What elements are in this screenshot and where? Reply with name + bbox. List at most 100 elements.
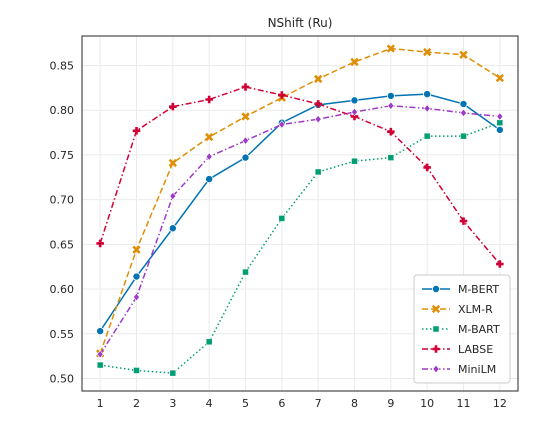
data-point: [241, 83, 250, 91]
data-point: [350, 96, 359, 105]
data-point: [242, 268, 249, 276]
series-line: [99, 47, 501, 354]
data-point: [205, 152, 213, 161]
chart-title: NShift (Ru): [268, 16, 333, 30]
x-tick-label: 8: [351, 397, 358, 410]
data-point: [423, 47, 432, 57]
y-tick-label: 0.60: [50, 283, 75, 296]
legend-marker: [431, 284, 440, 293]
series-m-bart: [96, 119, 504, 377]
legend-label: M-BART: [458, 323, 500, 336]
data-point: [350, 57, 359, 67]
x-tick-label: 3: [169, 397, 176, 410]
data-point: [496, 260, 504, 268]
legend-item: M-BART: [422, 323, 500, 336]
legend-item: XLM-R: [422, 303, 493, 316]
legend-box: [413, 274, 511, 384]
series-line: [99, 93, 501, 332]
data-point: [168, 224, 177, 233]
data-point: [460, 108, 467, 118]
data-point: [278, 91, 286, 99]
data-point: [96, 239, 104, 248]
y-tick-label: 0.65: [50, 238, 75, 251]
series-line: [99, 104, 500, 355]
x-tick-label: 7: [315, 397, 322, 410]
data-point: [133, 367, 140, 374]
data-point: [314, 100, 322, 108]
plot-frame: [81, 35, 519, 392]
data-point: [387, 154, 395, 161]
data-point: [495, 73, 504, 83]
x-tick-label: 6: [278, 397, 285, 410]
legend-label: XLM-R: [458, 303, 493, 316]
x-axis-ticks: 1 2 3 4 5 6 7 8 9 10 11 12: [97, 397, 507, 410]
data-point: [459, 217, 468, 225]
data-point: [459, 99, 468, 108]
data-point: [96, 350, 104, 359]
data-point: [314, 168, 322, 176]
data-point: [168, 158, 177, 168]
data-point: [495, 125, 504, 134]
x-tick-label: 10: [420, 397, 434, 410]
legend-label: LABSE: [458, 343, 493, 356]
data-point: [278, 120, 286, 129]
legend-label: MiniLM: [458, 363, 496, 376]
data-point: [205, 338, 213, 346]
data-point: [96, 327, 105, 336]
series-line: [99, 86, 501, 265]
legend-marker: [432, 345, 440, 353]
data-point: [351, 157, 358, 165]
data-point: [96, 361, 104, 369]
data-point: [387, 127, 395, 136]
data-point: [132, 127, 141, 135]
legend-marker: [432, 325, 440, 333]
data-point: [459, 50, 468, 59]
data-point: [386, 91, 395, 100]
data-point: [423, 163, 431, 172]
data-point: [132, 245, 141, 254]
data-point: [278, 215, 286, 222]
y-tick-label: 0.80: [50, 104, 75, 117]
data-point: [496, 112, 504, 121]
x-tick-label: 9: [387, 397, 394, 410]
data-point: [314, 74, 323, 84]
data-point: [242, 136, 249, 145]
legend: M-BERT XLM-R M-BART LABSE MiniLM: [413, 274, 511, 384]
y-tick-label: 0.55: [50, 328, 75, 341]
data-point: [205, 95, 213, 104]
data-point: [241, 112, 250, 121]
legend-label: M-BERT: [458, 283, 499, 296]
legend-marker: [432, 364, 440, 374]
series-minilm: [96, 101, 504, 359]
y-tick-label: 0.50: [50, 372, 75, 385]
data-point: [133, 292, 140, 302]
data-point: [387, 101, 395, 111]
data-point: [169, 369, 177, 377]
data-point: [423, 90, 432, 99]
data-point: [169, 102, 177, 111]
legend-item: M-BERT: [422, 283, 499, 296]
x-tick-label: 5: [242, 397, 249, 410]
data-point: [241, 153, 250, 162]
data-point: [205, 175, 214, 184]
data-point: [205, 132, 214, 142]
data-point: [351, 107, 358, 117]
y-tick-label: 0.75: [50, 149, 75, 162]
x-tick-label: 11: [457, 397, 471, 410]
series-labse: [96, 83, 504, 268]
data-point: [386, 44, 395, 53]
y-tick-label: 0.85: [50, 60, 75, 73]
data-point: [169, 191, 177, 201]
legend-item: MiniLM: [422, 363, 496, 376]
y-axis-ticks: 0.50 0.55 0.60 0.65 0.70 0.75 0.80 0.85: [50, 60, 75, 386]
x-tick-label: 4: [206, 397, 213, 410]
x-tick-label: 2: [133, 397, 140, 410]
series-lines: [96, 44, 504, 377]
x-tick-label: 1: [97, 397, 104, 410]
legend-item: LABSE: [422, 343, 493, 356]
data-point: [423, 104, 431, 113]
y-tick-label: 0.70: [50, 194, 75, 207]
data-point: [132, 272, 141, 281]
data-point: [423, 132, 431, 140]
